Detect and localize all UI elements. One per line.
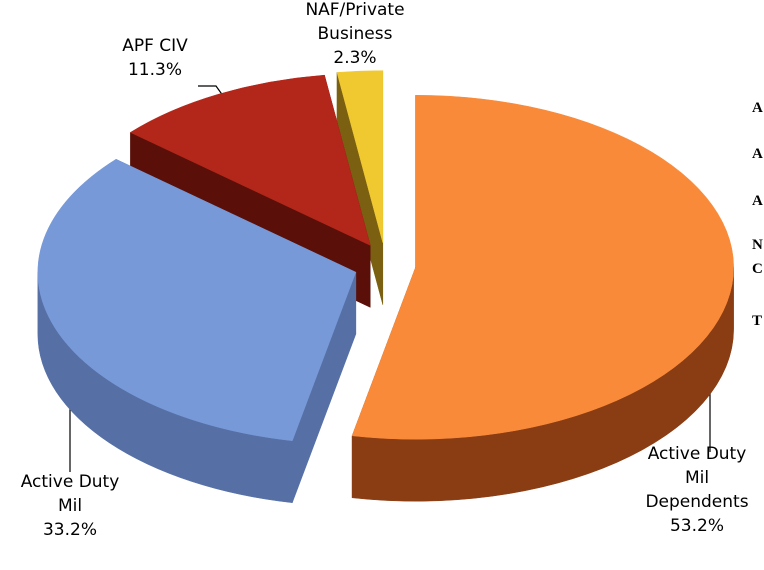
slice (129, 74, 371, 246)
slice-label: APF CIV 11.3% (99, 34, 211, 82)
slice (37, 158, 357, 441)
value-label: 33.2% (42, 520, 97, 540)
clipped-text: A (752, 146, 763, 162)
clipped-text: A (752, 100, 763, 116)
slice-label: Active Duty Mil 33.2% (14, 470, 126, 542)
slice (336, 70, 384, 243)
value-label: 11.3% (127, 60, 182, 80)
category-label: APF CIV (122, 36, 188, 56)
value-label: 53.2% (669, 516, 724, 536)
category-label: Active Duty Mil Dependents (645, 444, 749, 512)
clipped-text: C (752, 261, 763, 277)
clipped-text: A (752, 193, 763, 209)
clipped-text: T (752, 313, 762, 329)
slice-label: NAF/Private Business 2.3% (299, 0, 411, 70)
clipped-text: N (752, 237, 763, 253)
slice-label: Active Duty Mil Dependents 53.2% (641, 442, 753, 538)
value-label: 2.3% (333, 48, 377, 68)
slice (351, 94, 734, 440)
category-label: Active Duty Mil (20, 472, 120, 516)
category-label: NAF/Private Business (305, 0, 405, 44)
